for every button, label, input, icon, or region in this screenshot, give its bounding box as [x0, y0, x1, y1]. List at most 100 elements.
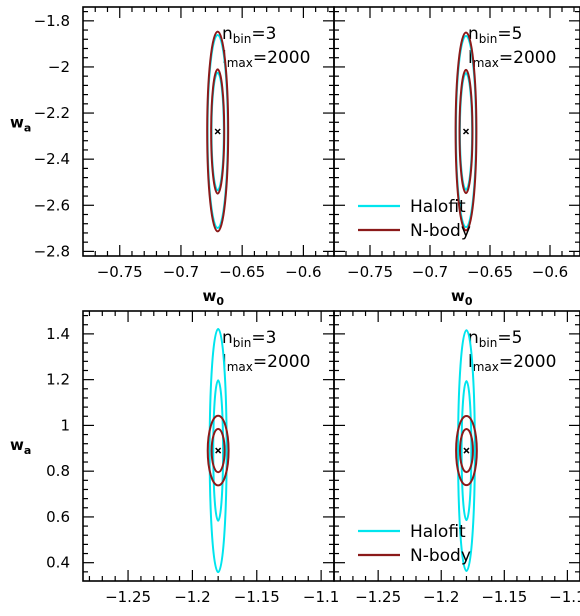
x-tick-label: −1.2 — [174, 588, 210, 606]
annotation-nbin-value: =5 — [497, 328, 522, 348]
annotation-lmax: lmax=2000 — [468, 48, 556, 70]
annotation-nbin: nbin=3 — [222, 328, 276, 350]
y-axis-label-base: w — [10, 436, 24, 454]
y-tick-label: 0.4 — [46, 554, 70, 572]
y-tick-label: 1 — [60, 416, 70, 434]
x-axis-label: w0 — [203, 612, 225, 616]
y-axis-label: wa — [10, 114, 31, 135]
y-tick-label: −2.4 — [34, 150, 70, 168]
x-tick-label: −1.25 — [355, 588, 401, 606]
contour-nbody-outer — [206, 414, 230, 487]
x-tick-label: −0.6 — [532, 263, 568, 281]
x-axis-label-sub: 0 — [465, 295, 473, 308]
x-tick-label: −0.7 — [163, 263, 199, 281]
annotation-nbin-sub: bin — [233, 336, 252, 350]
panel-bottom-left: −1.25−1.2−1.15−1.10.40.60.811.21.4w0wanb… — [10, 310, 339, 616]
y-tick-label: −2.6 — [34, 196, 70, 214]
annotation-lmax-value: =2000 — [499, 48, 557, 68]
x-axis-label: w0 — [451, 612, 473, 616]
annotation-nbin-base: n — [222, 24, 233, 44]
x-tick-label: −1.1 — [549, 588, 580, 606]
x-tick-label: −0.75 — [347, 263, 393, 281]
y-tick-label: 0.6 — [46, 508, 70, 526]
contour-halofit-inner — [460, 380, 473, 522]
y-tick-label: 1.4 — [46, 325, 70, 343]
contour-nbody-outer — [454, 31, 478, 232]
annotation-nbin-base: n — [222, 328, 233, 348]
x-tick-label: −0.7 — [412, 263, 448, 281]
panel-top-left: −0.75 −0.7 −0.65 −0.6 −2.8 −2.6 −2.4 −2.2 −2 −1.8… — [10, 6, 335, 308]
annotation-nbin-value: =5 — [497, 24, 522, 44]
y-axis-label: wa — [10, 436, 31, 457]
fiducial-marker — [215, 447, 222, 454]
x-tick-label: −0.65 — [467, 263, 513, 281]
contour-nbody-inner — [210, 68, 226, 195]
annotation-nbin-base: n — [468, 328, 479, 348]
y-axis-label-sub: a — [24, 444, 31, 457]
contour-halofit-outer — [208, 328, 228, 574]
x-tick-label: −0.6 — [285, 263, 321, 281]
annotation-lmax-sub: max — [227, 56, 253, 70]
annotation-nbin-sub: bin — [233, 32, 252, 46]
annotation-lmax-sub: max — [473, 360, 499, 374]
annotation-nbin-sub: bin — [479, 336, 498, 350]
x-axis-label: w0 — [451, 287, 473, 308]
annotation-lmax: lmax=2000 — [222, 352, 310, 374]
x-tick-label: −1.25 — [105, 588, 151, 606]
x-axis-label-base: w — [203, 287, 217, 305]
annotation-nbin-value: =3 — [251, 328, 276, 348]
contour-nbody-inner — [210, 427, 226, 474]
annotation-nbin: nbin=3 — [222, 24, 276, 46]
annotation-lmax-value: =2000 — [253, 352, 311, 372]
x-axis-label-sub: 0 — [216, 295, 224, 308]
x-axis-label-base: w — [451, 287, 465, 305]
x-tick-label: −0.75 — [97, 263, 143, 281]
y-tick-label: −2.8 — [34, 242, 70, 260]
contour-halofit-outer — [457, 329, 476, 572]
fiducial-marker — [462, 128, 470, 135]
annotation-nbin-value: =3 — [251, 24, 276, 44]
contour-halofit-inner — [212, 379, 225, 522]
plot-frame — [333, 310, 580, 582]
fiducial-marker — [463, 447, 470, 454]
y-tick-label: 0.8 — [46, 462, 70, 480]
panel-top-right: −0.75 −0.7 −0.65 −0.6w0nbin=5lmax=2000Halof… — [333, 6, 580, 308]
legend-label-nbody: N-body — [410, 546, 471, 566]
x-tick-label: −1.15 — [234, 588, 280, 606]
y-axis-label-sub: a — [24, 122, 31, 135]
y-tick-label: −2.2 — [34, 104, 70, 122]
y-tick-label: −1.8 — [34, 12, 70, 30]
annotation-lmax-sub: max — [227, 360, 253, 374]
y-tick-label: 1.2 — [46, 371, 70, 389]
legend-label-nbody: N-body — [410, 221, 471, 241]
plot-frame — [333, 6, 580, 257]
x-tick-label: −1.2 — [423, 588, 459, 606]
y-tick-label: −2 — [48, 58, 70, 76]
panel-bottom-right: −1.25−1.2−1.15−1.1w0nbin=5lmax=2000Halof… — [333, 310, 580, 616]
annotation-nbin: nbin=5 — [468, 328, 522, 350]
legend-label-halofit: Halofit — [410, 522, 466, 542]
annotation-lmax-sub: max — [473, 56, 499, 70]
annotation-nbin: nbin=5 — [468, 24, 522, 46]
annotation-lmax-value: =2000 — [499, 352, 557, 372]
x-tick-label: −1.15 — [481, 588, 527, 606]
annotation-lmax-value: =2000 — [253, 48, 311, 68]
x-axis-label: w0 — [203, 287, 225, 308]
annotation-lmax-base: l — [468, 352, 473, 372]
x-axis-label-base: w — [203, 612, 217, 616]
contour-nbody-outer — [455, 414, 478, 487]
contour-nbody-inner — [458, 428, 474, 474]
contour-nbody-inner — [458, 68, 474, 195]
y-axis-label-base: w — [10, 114, 24, 132]
fiducial-marker — [214, 128, 221, 135]
x-tick-label: −0.65 — [219, 263, 265, 281]
annotation-nbin-base: n — [468, 24, 479, 44]
annotation-lmax-base: l — [468, 48, 473, 68]
x-tick-label: −1.1 — [303, 588, 339, 606]
annotation-lmax: lmax=2000 — [468, 352, 556, 374]
legend-label-halofit: Halofit — [410, 197, 466, 217]
contour-nbody-outer — [206, 30, 230, 233]
annotation-nbin-sub: bin — [479, 32, 498, 46]
annotation-lmax: lmax=2000 — [222, 48, 310, 70]
